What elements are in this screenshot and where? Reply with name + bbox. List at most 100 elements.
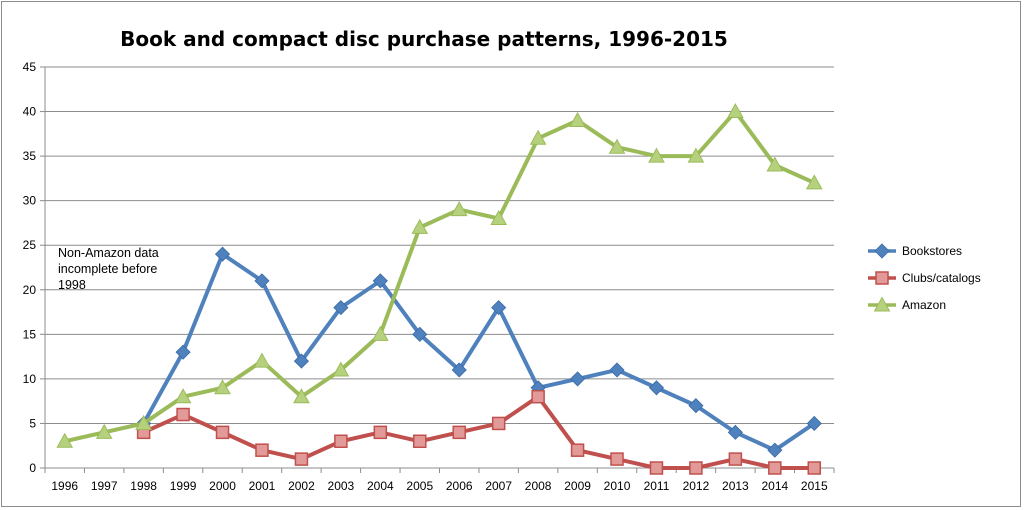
bookstores-point	[727, 424, 743, 440]
amazon-point	[727, 103, 744, 119]
amazon-point	[293, 388, 310, 404]
amazon-point	[805, 174, 823, 190]
series-amazon	[56, 103, 823, 448]
x-tick-label: 2014	[761, 479, 788, 493]
clubs-catalogs-line	[142, 394, 815, 470]
y-tick-label: 35	[23, 149, 37, 163]
amazon-point	[648, 147, 665, 163]
y-tick-label: 30	[23, 194, 37, 208]
x-tick-label: 2005	[406, 479, 433, 493]
amazon-point	[766, 156, 784, 172]
y-tick-label: 10	[23, 372, 37, 386]
x-tick-label: 2011	[644, 479, 670, 493]
x-tick-label: 2002	[288, 479, 315, 493]
x-tick-label: 1996	[51, 479, 78, 493]
clubs-catalogs-point	[689, 461, 703, 475]
series-clubs-catalogs	[136, 389, 822, 475]
x-tick-label: 1998	[130, 479, 157, 493]
clubs-catalogs-point	[215, 425, 230, 440]
x-tick-label: 2015	[801, 479, 828, 493]
amazon-line	[64, 109, 816, 444]
legend-item-amazon: Amazon	[868, 296, 946, 312]
legend-bookstores-point	[874, 243, 890, 259]
amazon-point	[253, 352, 271, 368]
x-tick-label: 2006	[446, 479, 473, 493]
amazon-point	[608, 138, 626, 154]
clubs-catalogs-point	[610, 452, 624, 466]
clubs-catalogs-point	[334, 434, 348, 449]
amazon-point	[174, 388, 192, 404]
clubs-catalogs-point	[570, 443, 585, 457]
clubs-catalogs-point	[531, 389, 545, 404]
x-tick-label: 1997	[91, 479, 118, 493]
clubs-catalogs-point	[452, 425, 466, 440]
bookstores-point	[609, 362, 625, 378]
x-tick-label: 2007	[485, 479, 512, 493]
clubs-catalogs-point	[491, 416, 506, 431]
x-tick-label: 2010	[604, 479, 631, 493]
amazon-point	[332, 361, 350, 377]
legend-label: Amazon	[902, 298, 946, 312]
amazon-point	[490, 209, 508, 225]
bookstores-line	[141, 252, 816, 453]
x-tick-label: 2009	[564, 479, 591, 493]
y-tick-label: 25	[23, 238, 37, 252]
bookstores-point	[806, 415, 822, 432]
y-tick-label: 15	[23, 327, 37, 341]
clubs-catalogs-point	[294, 452, 309, 466]
bookstores-point	[491, 300, 507, 316]
clubs-catalogs-point	[768, 461, 782, 475]
bookstores-point	[333, 300, 349, 316]
x-tick-label: 2008	[525, 479, 552, 493]
x-tick-label: 1999	[170, 479, 197, 493]
y-tick-label: 20	[23, 283, 37, 297]
amazon-point	[411, 218, 429, 234]
bookstores-point	[175, 344, 191, 360]
y-tick-label: 40	[23, 105, 37, 119]
bookstores-point	[648, 380, 665, 396]
amazon-point	[56, 432, 74, 448]
amazon-point	[371, 325, 389, 341]
amazon-point	[687, 147, 705, 163]
bookstores-point	[570, 371, 586, 387]
clubs-catalogs-point	[649, 461, 664, 475]
bookstores-point	[214, 246, 231, 262]
amazon-point	[135, 414, 152, 430]
clubs-catalogs-point	[807, 461, 822, 475]
bookstores-point	[293, 353, 309, 369]
x-axis-ticks: 1996 1997 1998 1999 2000 2001 2002 2003 2004 2005…	[44, 468, 835, 493]
legend-item-bookstores: Bookstores	[868, 243, 962, 259]
y-tick-label: 5	[29, 416, 36, 430]
x-tick-label: 2013	[722, 479, 749, 493]
amazon-point	[529, 129, 547, 145]
x-tick-label: 2001	[249, 479, 276, 493]
chart-title: Book and compact disc purchase patterns,…	[120, 27, 728, 51]
amazon-point	[214, 379, 231, 395]
annotation-line: incomplete before	[58, 262, 157, 276]
annotation-line: Non-Amazon data	[58, 246, 159, 260]
bookstores-point	[767, 442, 783, 458]
clubs-catalogs-point	[255, 443, 269, 457]
x-tick-label: 2012	[683, 479, 710, 493]
legend-label: Clubs/catalogs	[902, 271, 981, 285]
grid	[45, 66, 834, 424]
bookstores-point	[254, 273, 270, 289]
y-tick-label: 45	[23, 60, 37, 74]
annotation-line: 1998	[58, 278, 86, 292]
legend-item-clubs-catalogs: Clubs/catalogs	[868, 271, 981, 285]
bookstores-point	[412, 326, 428, 342]
legend-amazon-point	[873, 296, 891, 312]
bookstores-point	[688, 398, 704, 414]
x-tick-label: 2003	[328, 479, 355, 493]
clubs-catalogs-point	[176, 407, 190, 422]
bookstores-point	[372, 273, 388, 289]
legend-label: Bookstores	[902, 244, 962, 258]
legend: Bookstores Clubs/catalogs Amazon	[868, 243, 981, 312]
legend-clubs-catalogs-point	[875, 271, 889, 285]
y-tick-label: 0	[29, 461, 36, 475]
bookstores-point	[451, 362, 467, 378]
clubs-catalogs-point	[373, 425, 388, 440]
x-tick-label: 2004	[367, 479, 394, 493]
